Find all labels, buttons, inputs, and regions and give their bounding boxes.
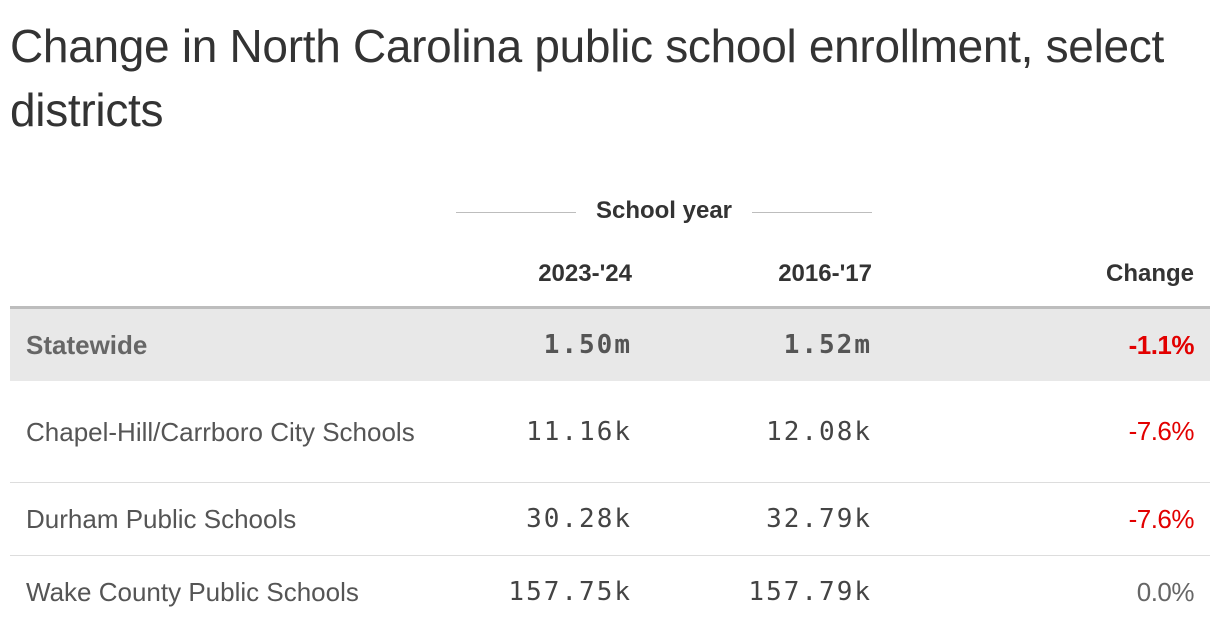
enrollment-change: 0.0% (1136, 576, 1195, 607)
enrollment-2023-24: 11.16k (456, 381, 632, 483)
enrollment-2016-17: 32.79k (632, 482, 872, 556)
spanner-rule-left (456, 212, 576, 213)
enrollment-2016-17: 12.08k (632, 381, 872, 483)
enrollment-change: -1.1% (872, 307, 1210, 381)
table-row-statewide: Statewide 1.50m 1.52m -1.1% (10, 307, 1210, 381)
column-header-2016-17: 2016-'17 (632, 242, 872, 309)
column-header-2023-24: 2023-'24 (456, 242, 632, 309)
enrollment-2016-17: 157.79k (748, 577, 872, 607)
district-name: Statewide (10, 307, 456, 381)
column-header-district (10, 242, 456, 309)
header-row: 2023-'24 2016-'17 Change (10, 242, 1210, 309)
chart-title: Change in North Carolina public school e… (10, 20, 1164, 136)
enrollment-change: -7.6% (872, 381, 1210, 483)
enrollment-change: -7.6% (872, 482, 1210, 556)
district-name: Durham Public Schools (10, 482, 456, 556)
enrollment-table: 2023-'24 2016-'17 Change Statewide 1.50m… (10, 242, 1210, 628)
enrollment-2023-24: 30.28k (456, 482, 632, 556)
table-row-chapel-hill-carrboro: Chapel-Hill/Carrboro City Schools 11.16k… (10, 381, 1210, 483)
enrollment-2023-24: 157.75k (508, 577, 632, 607)
spanner-rule-right (752, 212, 872, 213)
column-header-change: Change (872, 242, 1210, 309)
enrollment-2016-17: 1.52m (632, 307, 872, 381)
spanner-label: School year (595, 197, 733, 224)
enrollment-2023-24: 1.50m (456, 307, 632, 381)
district-name: Chapel-Hill/Carrboro City Schools (10, 381, 456, 483)
school-year-spanner: School year (456, 194, 872, 230)
table-row-durham: Durham Public Schools 30.28k 32.79k -7.6… (10, 482, 1210, 556)
district-name: Wake County Public Schools (26, 577, 359, 607)
table-row-wake-county: Wake County Public Schools 157.75k 157.7… (10, 556, 1210, 629)
